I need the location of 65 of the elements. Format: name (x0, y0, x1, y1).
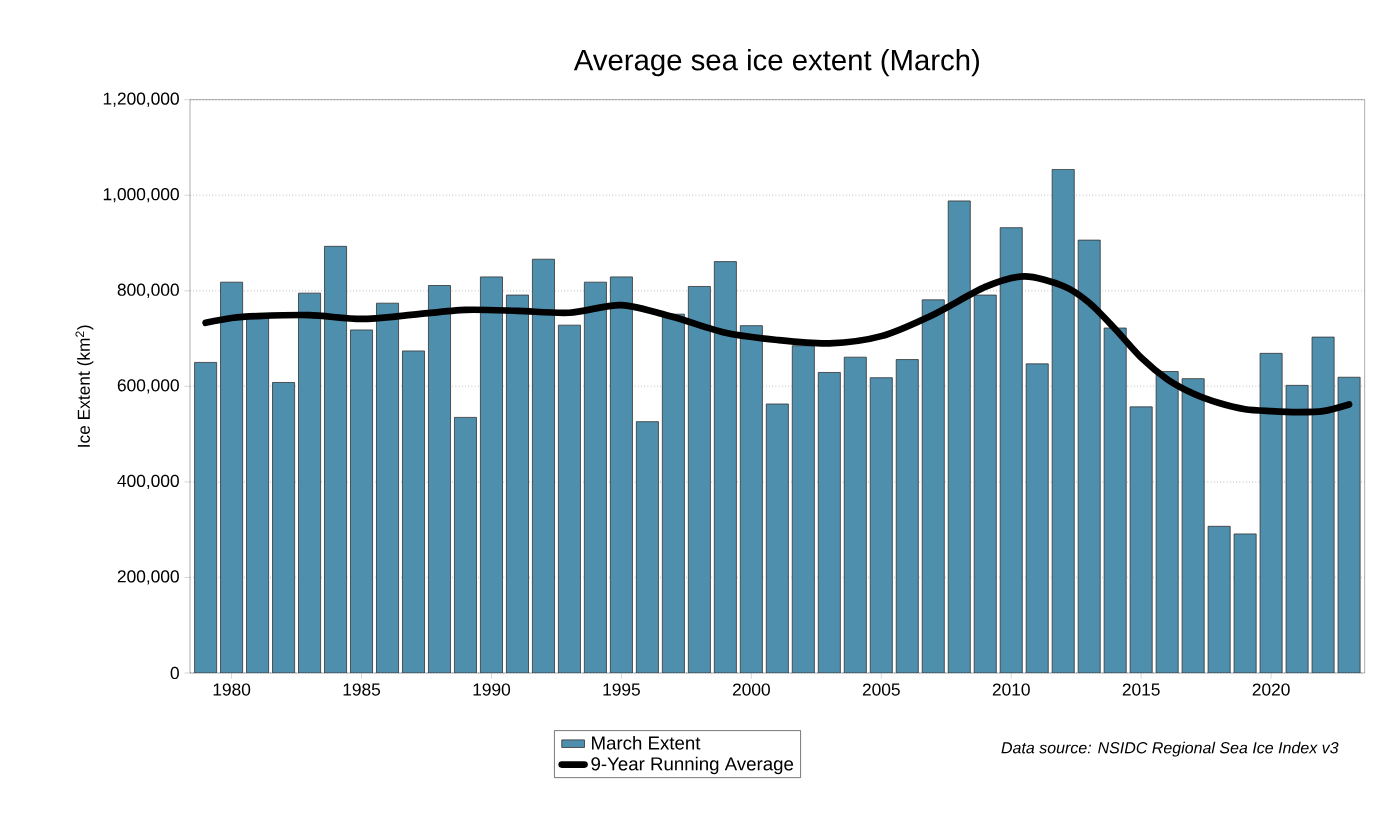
y-tick-label: 800,000 (117, 283, 179, 298)
bar (817, 372, 841, 673)
bar (687, 286, 711, 673)
bar (713, 261, 737, 673)
chart-title: Average sea ice extent (March) (573, 48, 979, 77)
bar (376, 302, 399, 673)
bar (1129, 406, 1153, 673)
bar (1311, 336, 1335, 673)
bar (402, 350, 425, 673)
x-tick-label: 2015 (1122, 683, 1160, 696)
x-tick-label: 2000 (732, 683, 770, 696)
bar (272, 382, 296, 673)
bar (739, 325, 763, 673)
bar (220, 281, 244, 673)
bar (506, 294, 529, 673)
x-tick-label: 1980 (213, 683, 251, 696)
x-tick-label: 1995 (603, 683, 640, 696)
bar (999, 227, 1023, 673)
bar (1103, 327, 1127, 673)
bar (324, 245, 347, 673)
bar (661, 313, 685, 673)
bar (1259, 352, 1283, 673)
legend-label: 9-Year Running Average (591, 756, 794, 775)
bar (532, 258, 555, 673)
x-tick-label: 2010 (992, 683, 1030, 696)
bar (973, 294, 997, 673)
bar (298, 292, 321, 673)
bar (947, 200, 971, 673)
bar (869, 377, 893, 673)
bar (194, 362, 218, 673)
bar (557, 324, 581, 673)
y-tick-label: 1,000,000 (103, 188, 179, 203)
bar (609, 276, 633, 673)
y-tick-label: 400,000 (117, 474, 179, 490)
bar (791, 345, 815, 673)
y-tick-label: 0 (170, 666, 179, 680)
bar (895, 359, 919, 673)
y-tick-label: 1,200,000 (103, 92, 179, 107)
legend-label: March Extent (592, 735, 701, 750)
bar (350, 329, 373, 673)
bar (1337, 376, 1361, 673)
bar (1285, 384, 1309, 673)
bar (480, 276, 503, 673)
bar (454, 416, 477, 673)
bar (1181, 378, 1205, 673)
x-tick-label: 2005 (862, 683, 900, 696)
bar (1077, 239, 1101, 673)
bar (635, 421, 659, 673)
x-tick-label: 1990 (473, 683, 511, 696)
text: Data source: NSIDC Regional Sea Ice Index v3 (1001, 741, 1339, 757)
y-axis-title: Ice Extent (km$^{2}$) (75, 325, 94, 447)
bar (765, 403, 789, 673)
bar (921, 299, 945, 673)
x-tick-label: 2020 (1252, 683, 1290, 696)
bar (1207, 525, 1231, 673)
bar (583, 281, 607, 673)
y-tick-label: 600,000 (117, 379, 179, 394)
bar (1233, 533, 1257, 673)
bar (843, 356, 867, 673)
bar (428, 285, 451, 673)
y-tick-label: 200,000 (117, 570, 179, 585)
bar (1051, 169, 1075, 673)
bar (1025, 363, 1049, 673)
x-tick-label: 1985 (343, 683, 381, 696)
bar (1155, 371, 1179, 673)
